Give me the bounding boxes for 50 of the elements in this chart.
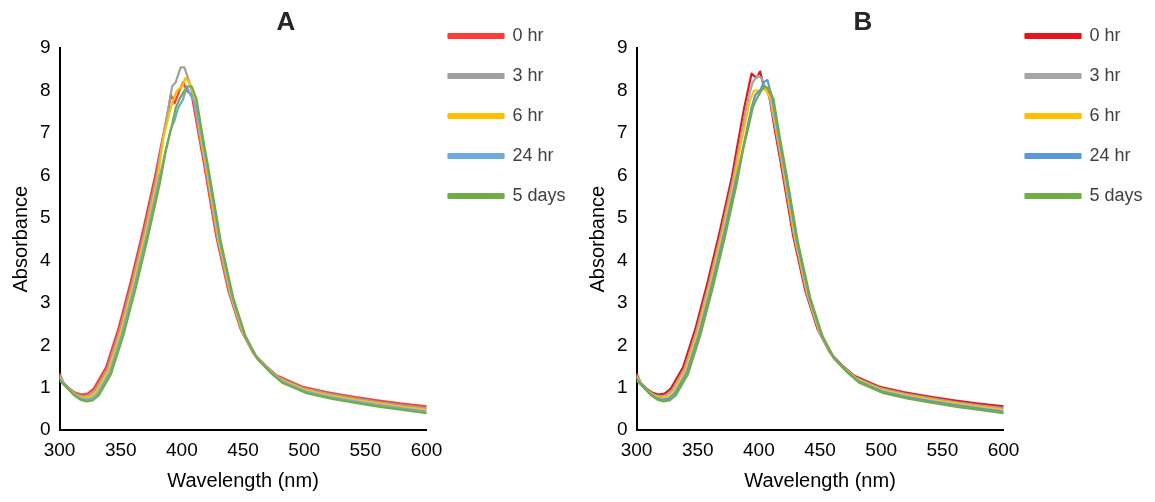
y-tick-label: 4	[39, 248, 51, 270]
y-axis-title: Absorbance	[8, 185, 31, 293]
x-tick-label: 550	[349, 438, 382, 460]
legend-label: 24 hr	[1089, 144, 1131, 165]
y-tick-label: 1	[616, 375, 628, 397]
y-tick-label: 2	[616, 333, 628, 355]
x-tick-label: 350	[104, 438, 137, 460]
y-axis-title: Absorbance	[585, 185, 608, 293]
x-tick-label: 300	[43, 438, 76, 460]
x-tick-label: 500	[865, 438, 898, 460]
chart-title: A	[276, 5, 296, 36]
y-tick-label: 6	[39, 163, 51, 185]
y-tick-label: 5	[616, 206, 628, 228]
y-tick-label: 7	[39, 121, 51, 143]
legend-label: 6 hr	[512, 104, 544, 125]
legend-label: 5 days	[1089, 184, 1143, 205]
x-tick-label: 300	[620, 438, 653, 460]
y-tick-label: 6	[616, 163, 628, 185]
x-tick-label: 450	[227, 438, 259, 460]
x-tick-label: 500	[288, 438, 321, 460]
legend-label: 5 days	[512, 184, 566, 205]
x-tick-label: 600	[987, 438, 1020, 460]
y-tick-label: 8	[39, 78, 51, 100]
y-tick-label: 1	[39, 375, 51, 397]
y-tick-label: 3	[39, 291, 51, 313]
y-tick-label: 3	[616, 291, 628, 313]
y-tick-label: 7	[616, 121, 628, 143]
legend-label: 0 hr	[1089, 24, 1121, 45]
y-tick-label: 0	[39, 418, 51, 440]
x-axis-title: Wavelength (nm)	[167, 468, 319, 491]
y-tick-label: 9	[616, 36, 628, 58]
x-tick-label: 600	[410, 438, 443, 460]
y-tick-label: 4	[616, 248, 628, 270]
legend-label: 24 hr	[512, 144, 554, 165]
x-tick-label: 450	[804, 438, 836, 460]
x-tick-label: 400	[743, 438, 775, 460]
x-axis-title: Wavelength (nm)	[744, 468, 896, 491]
y-tick-label: 5	[39, 206, 51, 228]
legend-label: 3 hr	[1089, 64, 1121, 85]
x-tick-label: 550	[926, 438, 959, 460]
x-tick-label: 350	[681, 438, 714, 460]
y-tick-label: 2	[39, 333, 51, 355]
y-tick-label: 9	[39, 36, 51, 58]
x-tick-label: 400	[166, 438, 198, 460]
legend-label: 3 hr	[512, 64, 544, 85]
y-tick-label: 8	[616, 78, 628, 100]
legend-label: 6 hr	[1089, 104, 1121, 125]
chart-title: B	[853, 5, 873, 36]
legend-label: 0 hr	[512, 24, 544, 45]
y-tick-label: 0	[616, 418, 628, 440]
